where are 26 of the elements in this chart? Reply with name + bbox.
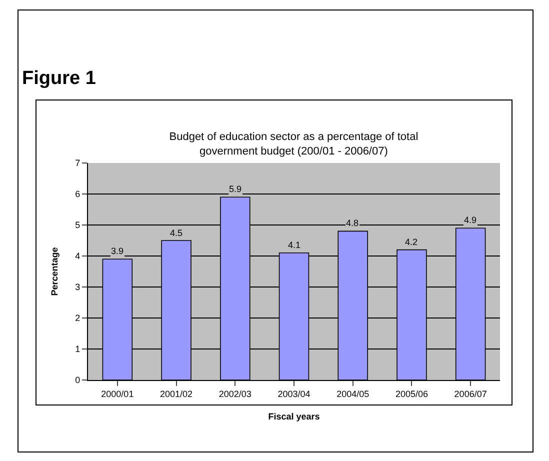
- x-tick-label: 2003/04: [278, 388, 310, 399]
- y-tick-label: 6: [75, 189, 80, 200]
- data-label: 5.9: [229, 184, 242, 194]
- data-label: 4.2: [405, 237, 418, 247]
- y-tick-label: 4: [75, 251, 80, 262]
- x-tick-label: 2006/07: [454, 388, 487, 399]
- data-label: 4.9: [464, 215, 477, 225]
- data-label: 3.9: [111, 246, 124, 256]
- y-tick-label: 3: [75, 282, 80, 292]
- x-tick-label: 2002/03: [218, 388, 252, 399]
- y-tick-label: 0: [75, 375, 80, 386]
- x-tick-label: 2000/01: [101, 388, 134, 399]
- data-label: 4.5: [170, 228, 183, 238]
- x-tick-label: 2005/06: [395, 388, 428, 399]
- y-tick-label: 1: [75, 344, 80, 354]
- x-tick-label: 2001/02: [160, 388, 193, 399]
- y-tick-label: 7: [75, 158, 80, 168]
- data-label: 4.1: [288, 240, 301, 250]
- x-axis-title: Fiscal years: [268, 412, 320, 422]
- chart-title: Budget of education sector as a percentage of total government budget (200/01 - 2006/07): [169, 131, 418, 158]
- caption: Figure 1: [22, 68, 96, 89]
- y-tick-label: 2: [75, 313, 80, 324]
- y-tick-label: 5: [75, 220, 80, 230]
- y-axis-title: Percentage: [50, 247, 60, 296]
- data-label: 4.8: [346, 218, 359, 228]
- x-tick-label: 2004/05: [336, 388, 370, 399]
